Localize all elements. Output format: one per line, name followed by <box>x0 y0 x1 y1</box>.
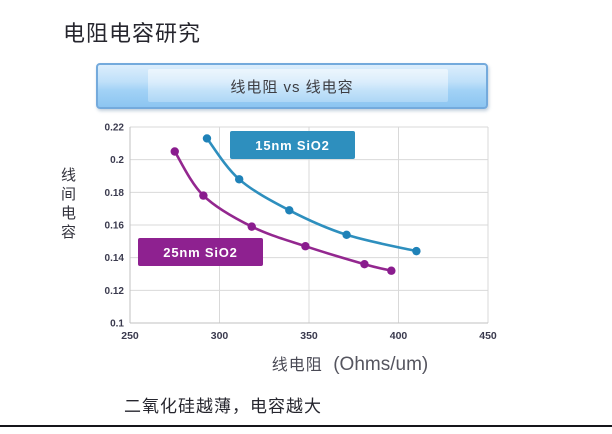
data-point-series-1 <box>170 147 179 156</box>
data-point-series-1 <box>247 222 256 231</box>
series-label-25nm-sio2: 25nm SiO2 <box>138 238 263 266</box>
rc-chart: 0.22 0.2 0.18 0.16 0.14 0.12 0.1 250 300 350 400 45… <box>50 115 510 385</box>
y-tick-label: 0.14 <box>105 253 125 264</box>
data-point-series-0 <box>342 230 351 239</box>
series-label-15nm-sio2: 15nm SiO2 <box>230 131 355 159</box>
y-axis-title: 线间电容 <box>59 167 76 243</box>
page-title: 电阻电容研究 <box>63 21 202 46</box>
slide-footer-rule <box>0 425 612 427</box>
data-point-series-1 <box>360 260 369 269</box>
data-point-series-0 <box>202 134 212 143</box>
data-point-series-1 <box>387 266 396 275</box>
data-point-series-0 <box>234 175 244 184</box>
data-point-series-0 <box>412 246 421 256</box>
y-tick-label: 0.12 <box>105 286 125 297</box>
data-point-series-1 <box>199 191 208 200</box>
x-tick-label: 400 <box>390 330 408 342</box>
section-banner: 线电阻 vs 线电容 <box>96 63 488 109</box>
x-tick-label: 450 <box>479 330 497 342</box>
x-axis-title: 线电阻 (Ohms/um) <box>200 351 500 376</box>
conclusion-caption: 二氧化硅越薄，电容越大 <box>124 397 322 416</box>
data-point-series-1 <box>301 242 310 251</box>
x-tick-label: 250 <box>121 330 139 342</box>
data-point-series-0 <box>285 206 294 215</box>
y-tick-label: 0.18 <box>105 188 125 199</box>
x-axis-title-unit: (Ohms/um) <box>333 354 429 375</box>
x-axis-title-cn: 线电阻 <box>271 357 323 374</box>
y-tick-label: 0.16 <box>105 221 125 232</box>
y-tick-label: 0.2 <box>110 155 124 166</box>
banner-label: 线电阻 vs 线电容 <box>230 78 354 96</box>
x-tick-label: 300 <box>211 330 229 342</box>
y-tick-label: 0.22 <box>105 123 125 134</box>
x-tick-label: 350 <box>300 330 318 342</box>
banner-highlight <box>148 69 448 102</box>
y-tick-label: 0.1 <box>110 319 124 330</box>
